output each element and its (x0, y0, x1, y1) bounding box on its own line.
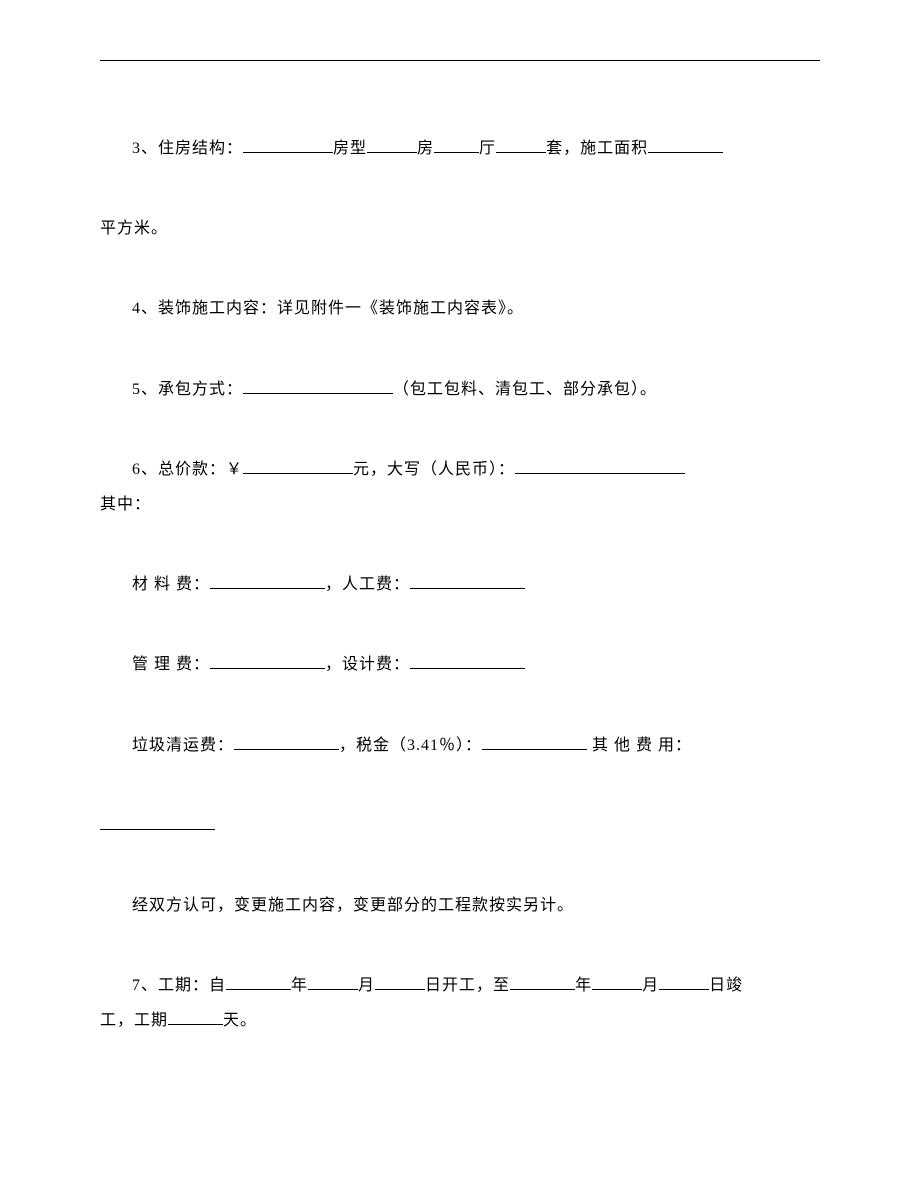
item4-text: 4、装饰施工内容：详见附件一《装饰施工内容表》。 (132, 300, 524, 317)
item-6-line2: 其中： (100, 487, 820, 522)
item7-year1: 年 (291, 977, 308, 994)
item3-text4: 套，施工面积 (546, 140, 648, 157)
item6-midtext: 元，大写（人民币）： (353, 461, 515, 478)
item-5: 5、承包方式： （包工包料、清包工、部分承包）。 (100, 372, 820, 407)
item7-line2-prefix: 工，工期 (100, 1012, 168, 1029)
blank-area-1 (648, 137, 723, 153)
fee1-label: 材 料 费： (132, 576, 210, 593)
blank-tax-fee (482, 734, 587, 750)
item7-day1: 日开工，至 (425, 977, 510, 994)
blank-labor-fee (410, 573, 525, 589)
item6-line2: 其中： (100, 496, 151, 513)
item5-suffix: （包工包料、清包工、部分承包）。 (393, 381, 657, 398)
blank-contract-type (243, 378, 393, 394)
fee-line-3b (100, 808, 820, 843)
blank-garbage-fee (234, 734, 339, 750)
blank-end-month (592, 974, 642, 990)
blank-start-month (308, 974, 358, 990)
fee3-label: 垃圾清运费： (132, 737, 234, 754)
blank-design-fee (410, 653, 525, 669)
item3-text1: 房型 (333, 140, 367, 157)
fee2-label: 管 理 费： (132, 656, 210, 673)
item7-year2: 年 (575, 977, 592, 994)
item7-day2: 日竣 (709, 977, 743, 994)
fee-line-2: 管 理 费： ，设计费： (100, 647, 820, 682)
blank-management-fee (210, 653, 325, 669)
item-6: 6、总价款：￥ 元，大写（人民币）： (100, 452, 820, 487)
blank-total-price (243, 458, 353, 474)
blank-total-cn (515, 458, 685, 474)
blank-material-fee (210, 573, 325, 589)
blank-start-day (375, 974, 425, 990)
blank-room (367, 137, 417, 153)
blank-suite (496, 137, 546, 153)
horizontal-rule (100, 60, 820, 61)
item3-text2: 房 (417, 140, 434, 157)
item-3: 3、住房结构： 房型 房 厅 套，施工面积 (100, 131, 820, 166)
blank-duration (168, 1009, 223, 1025)
item7-month2: 月 (642, 977, 659, 994)
item7-month1: 月 (358, 977, 375, 994)
fee-line-3: 垃圾清运费： ，税金（3.41％）： 其 他 费 用： (100, 728, 820, 763)
item5-prefix: 5、承包方式： (132, 381, 243, 398)
item3-prefix: 3、住房结构： (132, 140, 243, 157)
item7-line2-suffix: 天。 (223, 1012, 257, 1029)
item3-text3: 厅 (479, 140, 496, 157)
item6-prefix: 6、总价款：￥ (132, 461, 243, 478)
fee3-sep: ，税金（3.41％）： (339, 737, 482, 754)
blank-end-year (510, 974, 575, 990)
fee3-suffix: 其 他 费 用： (587, 737, 692, 754)
item-7-line2: 工，工期 天。 (100, 1003, 820, 1038)
blank-structure (243, 137, 333, 153)
item-4: 4、装饰施工内容：详见附件一《装饰施工内容表》。 (100, 291, 820, 326)
blank-hall (434, 137, 479, 153)
note-text: 经双方认可，变更施工内容，变更部分的工程款按实另计。 (132, 897, 574, 914)
item-3-line2: 平方米。 (100, 211, 820, 246)
item3-suffix: 平方米。 (100, 220, 168, 237)
fee-line-1: 材 料 费： ，人工费： (100, 567, 820, 602)
item-note: 经双方认可，变更施工内容，变更部分的工程款按实另计。 (100, 888, 820, 923)
fee2-sep: ，设计费： (325, 656, 410, 673)
item-7: 7、工期：自 年 月 日开工，至 年 月 日竣 (100, 968, 820, 1003)
blank-start-year (226, 974, 291, 990)
fee1-sep: ，人工费： (325, 576, 410, 593)
item7-prefix: 7、工期：自 (132, 977, 226, 994)
blank-other-fee (100, 814, 215, 830)
blank-end-day (659, 974, 709, 990)
